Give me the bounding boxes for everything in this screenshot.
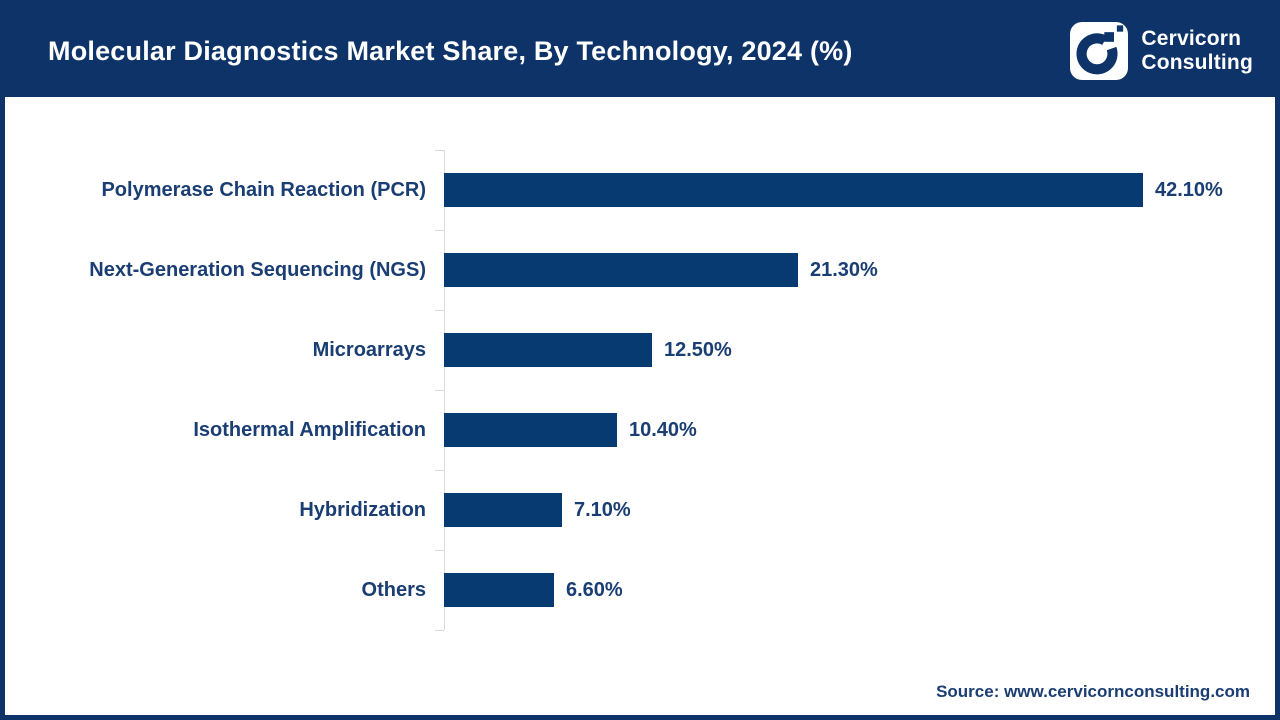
brand-line-1: Cervicorn xyxy=(1141,27,1242,51)
category-label: Hybridization xyxy=(299,498,426,521)
axis-tick xyxy=(435,630,444,631)
chart-row: Next-Generation Sequencing (NGS) 21.30% xyxy=(5,230,1275,310)
bar-chart: Polymerase Chain Reaction (PCR) 42.10% N… xyxy=(5,148,1275,635)
cervicorn-logo-icon xyxy=(1070,22,1129,80)
brand-logo: Cervicorn Consulting xyxy=(1070,22,1253,80)
bar xyxy=(444,573,554,607)
value-label: 7.10% xyxy=(574,498,631,521)
bar-track: 6.60% xyxy=(444,550,1275,630)
chart-row: Hybridization 7.10% xyxy=(5,470,1275,550)
value-label: 6.60% xyxy=(566,578,623,601)
value-label: 42.10% xyxy=(1155,178,1223,201)
axis-tick xyxy=(435,390,444,391)
chart-row: Others 6.60% xyxy=(5,550,1275,630)
bar-track: 12.50% xyxy=(444,310,1275,390)
page-title: Molecular Diagnostics Market Share, By T… xyxy=(48,35,853,66)
category-label: Microarrays xyxy=(312,338,426,361)
axis-tick xyxy=(435,150,444,151)
category-label: Isothermal Amplification xyxy=(193,418,426,441)
bar-track: 10.40% xyxy=(444,390,1275,470)
axis-tick xyxy=(435,470,444,471)
value-label: 10.40% xyxy=(629,418,697,441)
bar xyxy=(444,413,617,447)
y-axis-line xyxy=(444,150,445,630)
chart-row: Isothermal Amplification 10.40% xyxy=(5,390,1275,470)
chart-row: Polymerase Chain Reaction (PCR) 42.10% xyxy=(5,150,1275,230)
header-band: Molecular Diagnostics Market Share, By T… xyxy=(5,5,1275,97)
brand-line-2: Consulting xyxy=(1141,51,1253,74)
axis-tick xyxy=(435,230,444,231)
bar xyxy=(444,493,562,527)
axis-tick xyxy=(435,310,444,311)
axis-tick xyxy=(435,550,444,551)
c-mark-icon xyxy=(1076,25,1124,75)
category-label: Polymerase Chain Reaction (PCR) xyxy=(101,178,426,201)
bar xyxy=(444,333,652,367)
bar xyxy=(444,253,798,287)
bar-track: 21.30% xyxy=(444,230,1275,310)
brand-name: Cervicorn Consulting xyxy=(1141,27,1253,74)
value-label: 21.30% xyxy=(810,258,878,281)
bar-track: 42.10% xyxy=(444,150,1275,230)
chart-row: Microarrays 12.50% xyxy=(5,310,1275,390)
bar-track: 7.10% xyxy=(444,470,1275,550)
value-label: 12.50% xyxy=(664,338,732,361)
chart-rows: Polymerase Chain Reaction (PCR) 42.10% N… xyxy=(5,150,1275,630)
category-label: Next-Generation Sequencing (NGS) xyxy=(89,258,426,281)
category-label: Others xyxy=(361,578,426,601)
bar xyxy=(444,173,1143,207)
source-text: Source: www.cervicornconsulting.com xyxy=(936,682,1250,701)
